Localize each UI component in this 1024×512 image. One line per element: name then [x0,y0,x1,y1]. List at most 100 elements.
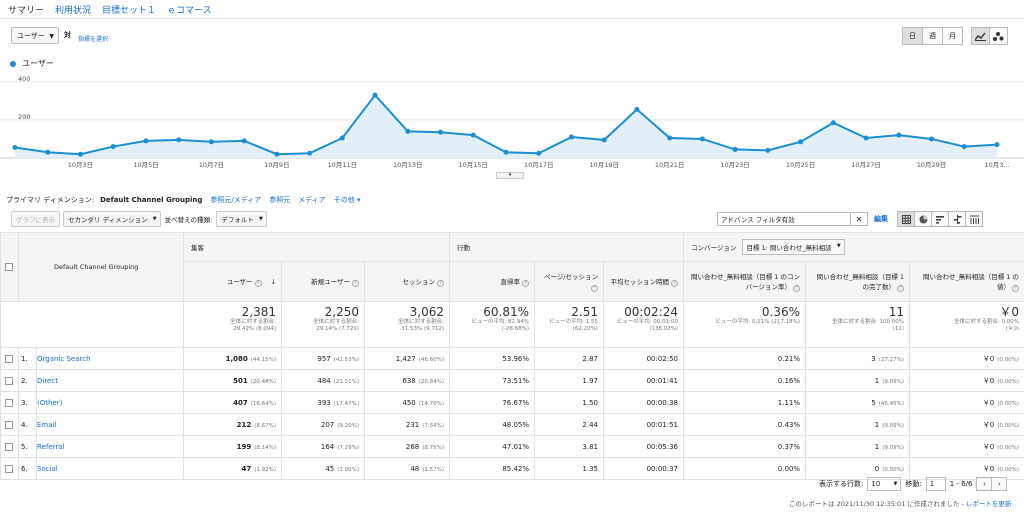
x-tick-label: 10月17日 [524,161,554,169]
help-icon[interactable]: ? [793,284,801,292]
row-channel-link[interactable]: (Other) [35,391,185,414]
chart-resize-handle[interactable]: ▾ [496,172,524,179]
tab-ecommerce[interactable]: ｅコマース [167,6,212,16]
edit-filter-link[interactable]: 編集 [874,215,888,223]
row-channel-link[interactable]: Referral [35,435,185,458]
x-tick-label: 10月7日 [199,161,224,169]
help-icon[interactable]: ? [897,284,905,292]
data-table-view-icon[interactable] [897,211,915,227]
row-checkbox[interactable] [5,442,13,451]
pie-view-icon[interactable] [914,211,932,227]
help-icon[interactable]: ? [1012,284,1020,292]
col-bounce-rate[interactable]: 直帰率? [449,261,536,302]
cell-bounce-rate: 76.67% [449,391,536,414]
dimension-link-source-medium[interactable]: 参照元/メディア [210,196,262,204]
period-month-button[interactable]: 月 [942,27,963,45]
primary-dimension-current: Default Channel Grouping [100,196,203,204]
secondary-dimension-dropdown[interactable]: セカンダリ ディメンション ▼ [63,211,161,227]
cell-completions: 3 (27.27%) [805,347,911,370]
cell-users-value: 212 [236,420,252,429]
cell-users-value: 199 [236,442,252,451]
cell-pages-per-session: 1.97 [534,369,605,392]
cell-bounce-rate: 53.96% [449,347,536,370]
data-point [45,149,51,155]
data-point [372,92,378,98]
data-point [307,150,313,156]
col-sessions[interactable]: セッション? [364,261,451,302]
select-all-checkbox[interactable] [5,263,13,271]
row-channel-link[interactable]: Organic Search [35,347,185,370]
table-row: 3. (Other) 407 (16.64%) 393 (17.47%) 450 (14.70… [0,391,1024,414]
cell-users: 212 (8.67%) [183,413,283,436]
total-value: 0.36% [761,305,801,319]
row-channel-link[interactable]: Direct [35,369,185,392]
term-cloud-view-icon[interactable] [965,211,983,227]
row-select-cell [0,369,19,392]
help-icon[interactable]: ? [437,279,445,287]
row-checkbox[interactable] [5,398,13,407]
refresh-report-link[interactable]: レポートを更新 [965,500,1012,508]
metric-dropdown[interactable]: ユーザー ▼ [11,27,59,44]
row-channel-link[interactable]: Social [35,457,185,480]
clear-filter-icon[interactable]: ✕ [850,212,868,226]
select-all-cell [0,232,19,302]
rows-per-page-select[interactable]: 10 ▼ [867,477,902,491]
help-icon[interactable]: ? [591,284,599,292]
cell-new-users-pct: (42.53%) [333,356,360,363]
conversion-group-header: コンバージョン 目標 1: 問い合わせ_無料相談 ▼ [683,232,1024,262]
col-users[interactable]: ユーザー? ↓ [183,261,283,302]
choose-metric-link[interactable]: 指標を選択 [78,36,109,43]
cell-sessions: 268 (8.75%) [364,435,451,458]
next-page-icon[interactable]: › [991,477,1008,491]
line-chart-icon[interactable] [971,27,990,45]
cell-sessions-pct: (14.70%) [418,400,445,407]
sort-type-dropdown[interactable]: デフォルト ▼ [216,211,267,227]
vs-label: 対 [64,31,71,39]
dimension-link-other[interactable]: その他 ▾ [333,196,361,204]
row-checkbox[interactable] [5,420,13,429]
row-checkbox[interactable] [5,464,13,473]
comparison-view-icon[interactable] [948,211,966,227]
totals-row: 2,381 全体に対する割合: 29.42% (8,094) 2,250 全体に対する… [0,301,1024,348]
help-icon[interactable]: ? [352,279,360,287]
col-goal-value[interactable]: 問い合わせ_無料相談（目標 1 の値）? [909,261,1024,302]
advanced-filter-input[interactable]: アドバンス フィルタ有効 [717,212,867,226]
cell-pages-per-session: 3.81 [534,435,605,458]
motion-chart-icon[interactable] [989,27,1008,45]
performance-view-icon[interactable] [931,211,949,227]
plot-rows-button[interactable]: グラフに表示 [11,211,60,227]
col-pages-per-session[interactable]: ページ/セッション? [534,261,605,302]
help-icon[interactable]: ? [671,279,679,287]
prev-page-icon[interactable]: ‹ [976,477,993,491]
dimension-column-header[interactable]: Default Channel Grouping [17,232,185,302]
x-tick-label: 10月5日 [133,161,158,169]
help-icon[interactable]: ? [254,279,262,287]
goto-input[interactable]: 1 [925,477,946,491]
tab-goal-set-1[interactable]: 目標セット１ [102,6,157,16]
tab-usage[interactable]: 利用状況 [55,6,92,16]
period-toggle: 日 週 月 [902,27,963,45]
dimension-link-medium[interactable]: メディア [298,196,326,204]
col-new-users[interactable]: 新規ユーザー? [281,261,366,302]
goal-dropdown[interactable]: 目標 1: 問い合わせ_無料相談 ▼ [742,239,845,255]
sort-type-label: 並べ替えの種類: [164,216,213,224]
tab-summary[interactable]: サマリー [8,6,45,16]
row-channel-link[interactable]: Email [35,413,185,436]
row-checkbox[interactable] [5,376,13,385]
cell-users-pct: (8.67%) [254,422,277,429]
row-checkbox[interactable] [5,354,13,363]
chevron-down-icon: ▼ [893,481,898,487]
period-day-button[interactable]: 日 [902,27,923,45]
cell-sessions: 450 (14.70%) [364,391,451,414]
dimension-link-source[interactable]: 参照元 [269,196,291,204]
col-goal-conversion-rate[interactable]: 問い合わせ_無料相談（目標 1 のコンバージョン率）? [683,261,807,302]
col-avg-session-duration[interactable]: 平均セッション時間? [603,261,685,302]
col-goal-completions[interactable]: 問い合わせ_無料相談（目標 1 の完了数）? [805,261,911,302]
col-avg-session-duration-label: 平均セッション時間 [610,277,670,286]
period-week-button[interactable]: 週 [922,27,943,45]
data-point [110,144,116,150]
total-cell: 11 全体に対する割合: 100.00% (11) [805,301,911,348]
chart-legend: ユーザー [10,58,54,69]
help-icon[interactable]: ? [522,279,530,287]
tabs-divider [0,18,1024,19]
